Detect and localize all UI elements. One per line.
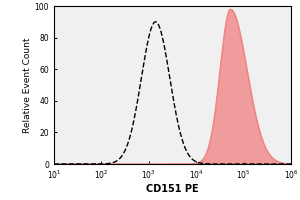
X-axis label: CD151 PE: CD151 PE (146, 184, 199, 194)
Y-axis label: Relative Event Count: Relative Event Count (23, 37, 32, 133)
